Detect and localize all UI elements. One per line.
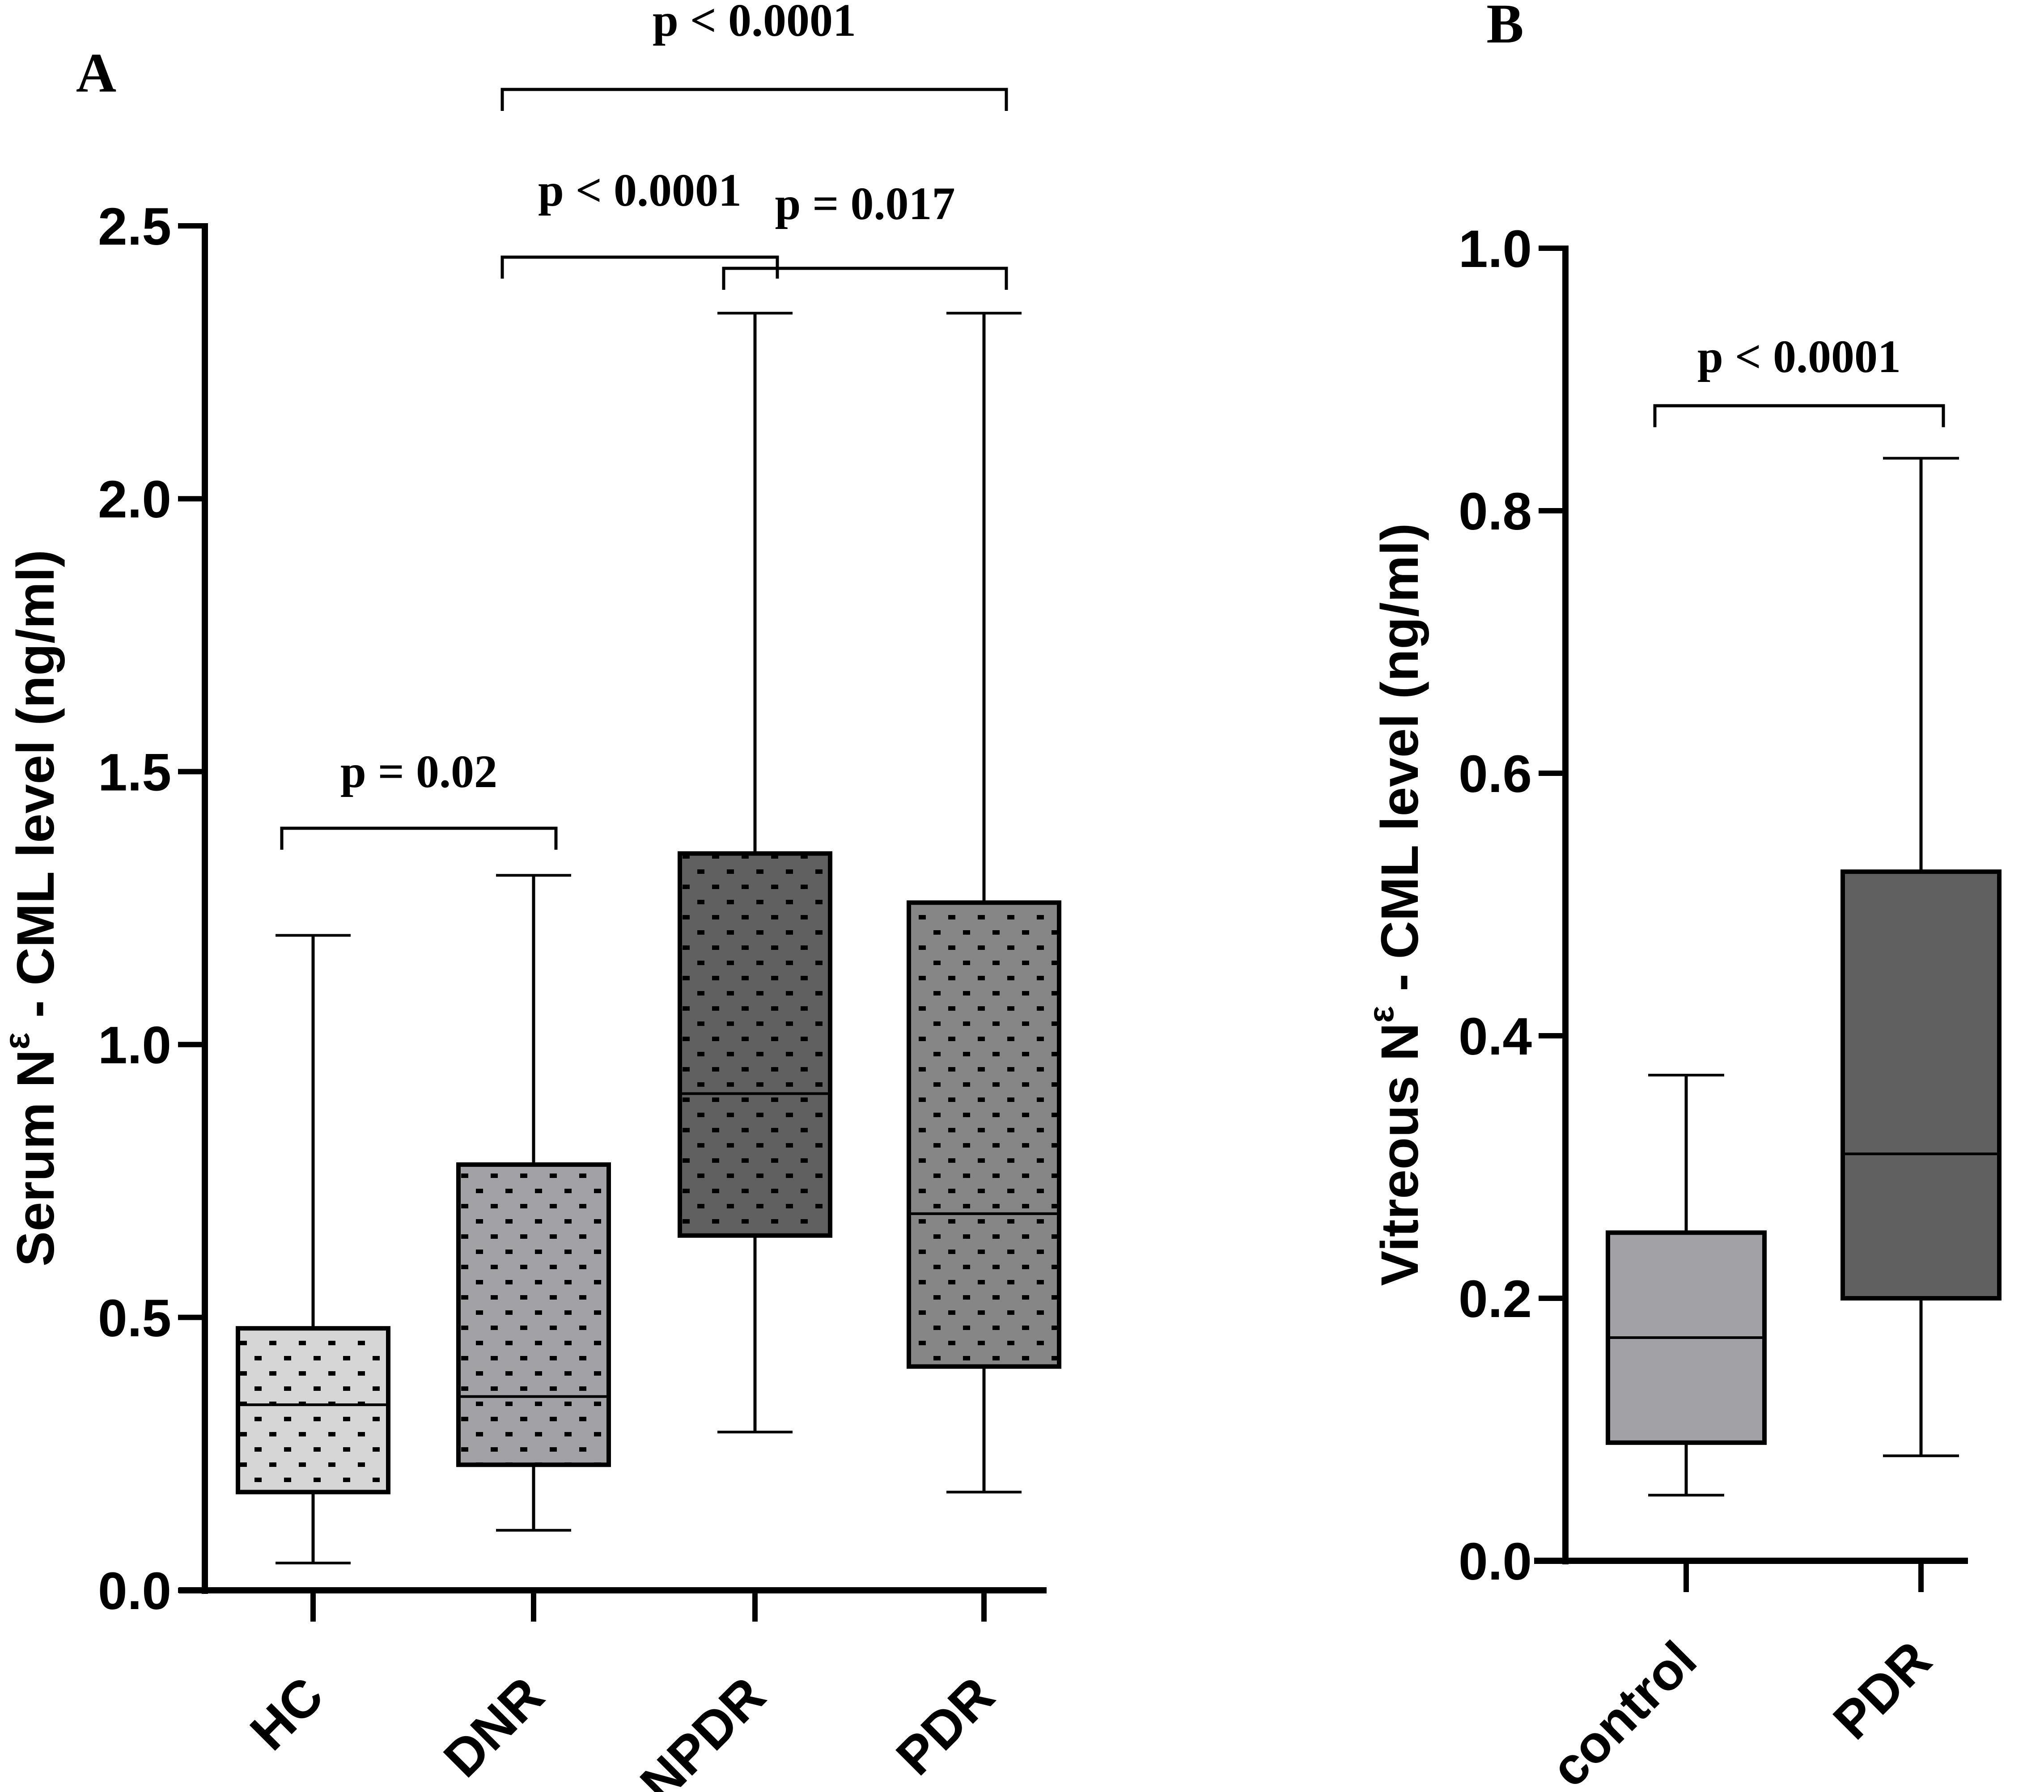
box-outline <box>1840 869 2002 1301</box>
y-tick-label: 0.2 <box>1459 1270 1532 1329</box>
box-pattern <box>458 1165 609 1465</box>
box-outline <box>456 1162 611 1467</box>
box-pattern <box>238 1328 388 1492</box>
box-outline <box>678 851 832 1238</box>
y-tick-label: 2.5 <box>98 197 171 256</box>
x-category-label: PDR <box>885 1666 1006 1787</box>
y-tick-label: 2.0 <box>98 470 171 529</box>
y-tick-label: 0.0 <box>98 1562 171 1621</box>
panel-a: A 0.0 0.5 1.0 1.5 2.0 2.5 Serum Nε - CML level … <box>0 0 1061 1792</box>
significance-bracket <box>500 88 1008 111</box>
y-tick-label: 0.4 <box>1459 1007 1532 1066</box>
x-category-label: PDR <box>1822 1630 1943 1751</box>
panel-letter: A <box>76 42 116 104</box>
p-value-label: p < 0.0001 <box>1697 331 1901 382</box>
x-category-label: NPDR <box>629 1666 777 1792</box>
y-tick-label: 0.6 <box>1459 745 1532 804</box>
y-axis-title: Serum Nε - CML level (ng/ml) <box>0 550 65 1267</box>
p-value-label: p = 0.017 <box>775 178 955 229</box>
y-tick-label: 0.0 <box>1459 1532 1532 1591</box>
y-tick-label: 0.8 <box>1459 482 1532 541</box>
y-tick-label: 1.0 <box>1459 220 1532 279</box>
p-value-label: p < 0.0001 <box>653 0 856 46</box>
y-axis-title: Vitreous Nε - CML level (ng/ml) <box>1361 523 1429 1286</box>
x-category-label: control <box>1539 1630 1708 1792</box>
significance-bracket <box>1653 404 1945 428</box>
y-tick-label: 1.0 <box>98 1016 171 1075</box>
x-category-label: DNR <box>433 1666 555 1788</box>
significance-bracket <box>722 267 1008 290</box>
box-outline <box>907 900 1061 1369</box>
box-pattern <box>909 902 1059 1367</box>
y-tick-label: 0.5 <box>98 1289 171 1348</box>
significance-bracket <box>280 826 558 850</box>
panel-b: B 0.0 0.2 0.4 0.6 0.8 1.0 Vitreous Nε - CML lev… <box>1361 0 2002 1792</box>
box-pdr <box>1843 872 1999 1298</box>
panel-letter: B <box>1486 0 1523 55</box>
x-category-label: HC <box>239 1666 335 1762</box>
box-outline <box>236 1326 390 1495</box>
box-pattern <box>680 853 830 1236</box>
y-tick-label: 1.5 <box>98 743 171 802</box>
p-value-label: p = 0.02 <box>340 746 497 797</box>
p-value-label: p < 0.0001 <box>538 165 742 216</box>
